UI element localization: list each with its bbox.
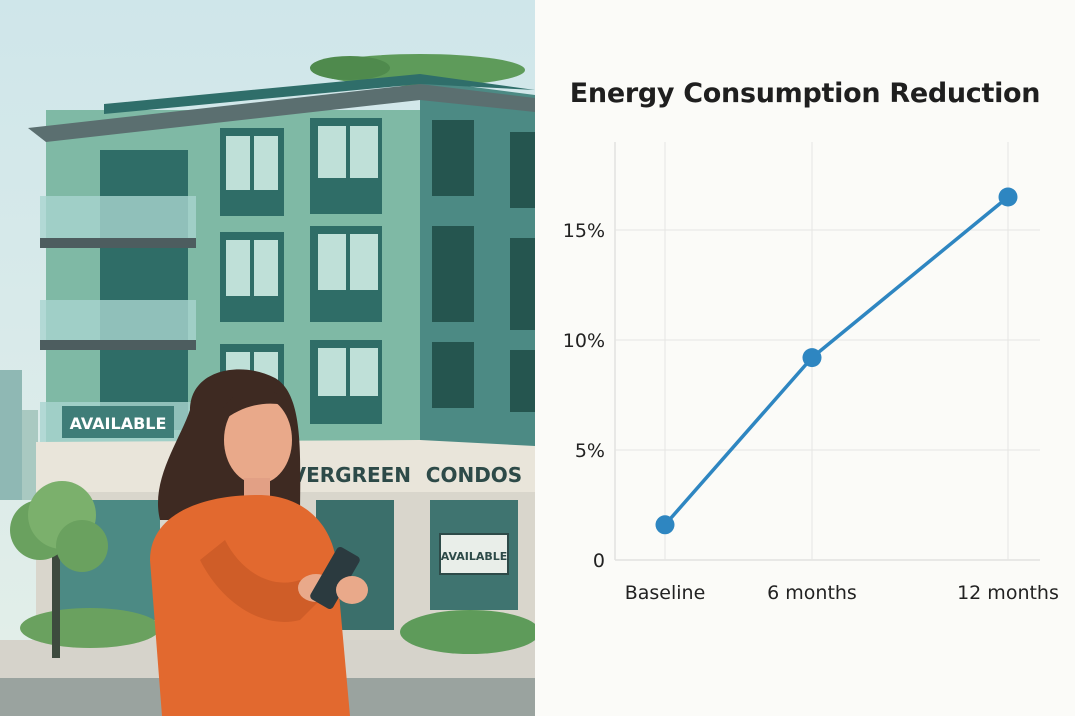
series-line — [663, 195, 1010, 526]
window-sign-text: AVAILABLE — [441, 550, 508, 563]
tree-crown — [56, 520, 108, 572]
window-sign — [439, 533, 509, 575]
line-chart: 0 5% 10% 15% Baseline 6 months 12 months — [563, 142, 1059, 604]
distant-building — [0, 370, 22, 500]
hair-fringe — [222, 389, 292, 422]
balcony-sign-text: AVAILABLE — [70, 414, 167, 433]
storefront-word-2: CONDOS — [426, 463, 522, 487]
balcony-sign — [62, 406, 174, 438]
building-roof-top — [104, 74, 535, 114]
side-windows — [432, 120, 535, 412]
face — [224, 396, 292, 484]
building-roof — [28, 84, 535, 142]
hand — [336, 576, 368, 604]
chart-panel: Energy Consumption Reduction 0 5% 10% 15% Ba… — [535, 0, 1075, 716]
chart-title: Energy Consumption Reduction — [569, 78, 1041, 109]
hedge — [20, 608, 160, 648]
sweater-arm — [200, 540, 320, 622]
hedge — [400, 610, 535, 654]
y-tick-label: 10% — [563, 330, 605, 352]
balconies — [40, 196, 196, 442]
y-tick-label: 15% — [563, 220, 605, 242]
woman-figure — [150, 369, 368, 716]
tree-trunk — [52, 540, 60, 658]
phone — [310, 546, 360, 610]
x-tick-label: Baseline — [625, 582, 706, 604]
y-tick-label: 5% — [575, 440, 605, 462]
data-point — [998, 187, 1018, 207]
roof-plants — [310, 56, 390, 80]
building-illustration: AVAILABLE EVERGREEN CONDOS AVAILABLE — [0, 0, 535, 716]
x-tick-label: 6 months — [767, 582, 857, 604]
data-point — [802, 348, 822, 368]
data-point — [655, 515, 675, 535]
y-tick-label: 0 — [593, 550, 605, 572]
distant-building — [22, 410, 38, 500]
x-tick-label: 12 months — [957, 582, 1059, 604]
